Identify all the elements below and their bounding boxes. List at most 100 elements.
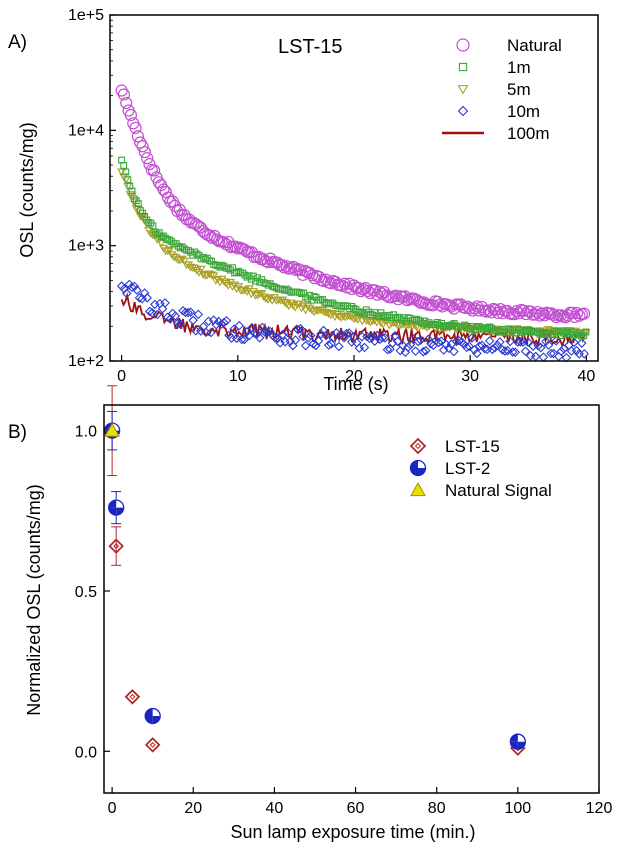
series-10m-point: [282, 327, 293, 338]
series-10m-point: [523, 337, 533, 347]
series-10m-point: [142, 293, 152, 303]
series-10m-point: [502, 345, 513, 356]
series-10m-point: [270, 332, 280, 343]
series-10m-point: [492, 340, 503, 350]
series-natural-point: [117, 88, 131, 101]
series-natural-point: [510, 305, 523, 318]
legend-natural-marker: [456, 38, 470, 52]
series-10m-point: [313, 336, 324, 346]
series-10m-point: [121, 288, 132, 299]
series-5m-point: [365, 318, 376, 327]
series-natural-point: [203, 229, 217, 242]
series-10m-point: [418, 346, 429, 357]
series-natural-point: [229, 240, 242, 253]
series-natural-point: [459, 301, 472, 315]
series-10m-point: [160, 298, 170, 308]
series-10m-point: [275, 338, 285, 348]
series-10m-point: [474, 341, 485, 351]
panel-a-y-tick-label: 1e+3: [68, 238, 104, 255]
series-1m-point: [141, 212, 149, 220]
panel-a-x-axis-label: Time (s): [323, 374, 388, 394]
panel-b-legend: LST-15 LST-2 Natural Signal: [409, 437, 552, 500]
series-1m-point: [128, 187, 136, 195]
series-5m-point: [177, 255, 187, 264]
series-1m-point: [235, 267, 243, 275]
series-10m-point: [408, 333, 418, 344]
series-lst-15-point: [144, 737, 161, 753]
series-1m-point: [254, 274, 261, 282]
series-10m-point: [295, 323, 306, 334]
series-1m-point: [557, 332, 565, 339]
series-10m-point: [293, 324, 303, 335]
series-natural-point: [306, 269, 319, 282]
series-10m-point: [334, 341, 344, 352]
series-10m-point: [541, 336, 551, 347]
series-10m-point: [444, 343, 454, 353]
series-1m-point: [582, 328, 590, 336]
panel-b-x-tick-label: 80: [428, 800, 446, 817]
series-10m-point: [377, 332, 388, 343]
series-10m-point: [193, 309, 204, 320]
series-10m-point: [277, 329, 288, 340]
panel-b-x-tick-label: 120: [586, 800, 613, 817]
series-1m-point: [400, 314, 408, 322]
series-natural-point: [324, 277, 337, 290]
series-10m-point: [147, 308, 158, 318]
legend-label: 100m: [507, 124, 550, 143]
series-10m-point: [323, 340, 334, 350]
series-10m-point: [553, 351, 564, 362]
panel-b-y-tick-label: 0.5: [75, 584, 97, 601]
series-10m-point: [326, 339, 337, 349]
series-10m-point: [262, 327, 273, 338]
series-natural-point: [345, 282, 358, 296]
series-10m-point: [298, 331, 308, 342]
series-5m-point: [179, 257, 189, 266]
series-10m-point: [152, 309, 163, 320]
series-10m-point: [479, 343, 490, 354]
series-5m-point: [261, 295, 271, 304]
series-10m-point: [134, 293, 145, 303]
series-5m-point: [351, 315, 361, 323]
series-10m-point: [127, 282, 137, 292]
series-1m-point: [130, 195, 138, 203]
series-10m-point: [254, 333, 265, 343]
series-10m-point: [344, 328, 354, 338]
series-10m-point: [548, 348, 559, 359]
series-1m-point: [164, 236, 172, 243]
series-5m-point: [376, 319, 386, 328]
panel-b-y-tick-label: 1.0: [75, 424, 97, 441]
panel-a-x-tick-label: 20: [345, 368, 363, 385]
series-10m-point: [129, 281, 140, 292]
legend-lst-2-marker: [409, 459, 427, 477]
series-1m-point: [505, 325, 512, 333]
series-10m-point: [454, 336, 464, 346]
series-natural-point: [431, 295, 444, 308]
series-natural-point: [124, 108, 138, 122]
series-10m-point: [173, 318, 183, 329]
series-natural-point: [129, 121, 142, 134]
series-10m-point: [206, 327, 216, 338]
series-10m-point: [196, 326, 206, 336]
series-1m-point: [245, 272, 253, 280]
series-10m-point: [249, 328, 260, 338]
series-5m-point: [202, 271, 212, 280]
panel-b-x-tick-label: 0: [108, 800, 117, 817]
series-lst-2-point: [509, 733, 527, 750]
series-1m-point: [304, 295, 312, 303]
series-10m-point: [461, 342, 472, 353]
series-10m-point: [398, 340, 408, 351]
legend-label: 5m: [507, 80, 531, 99]
series-10m-point: [303, 333, 313, 343]
panel-a-label: A): [8, 32, 27, 53]
panel-a-annotation: LST-15: [278, 36, 342, 58]
series-lst-2-point: [144, 707, 161, 725]
series-10m-point: [341, 328, 352, 339]
series-natural-point: [433, 298, 447, 311]
series-10m-point: [382, 344, 393, 355]
panel-a-y-tick-label: 1e+5: [68, 7, 104, 24]
series-10m-point: [316, 329, 326, 339]
series-10m-point: [119, 284, 129, 294]
series-1m-point: [183, 246, 190, 254]
series-1m-point: [295, 289, 303, 296]
panel-a-legend: Natural 1m 5m 10m 100m: [442, 36, 562, 143]
